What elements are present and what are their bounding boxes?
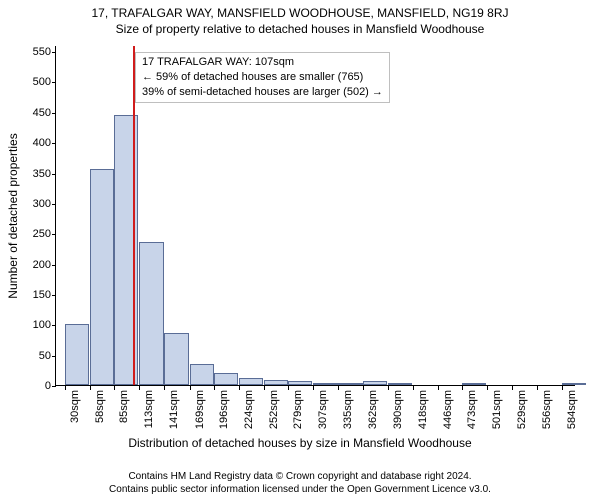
histogram-bar — [164, 333, 188, 385]
y-tick-label: 250 — [16, 228, 51, 240]
x-tick-label: 418sqm — [417, 390, 429, 429]
x-tick-mark — [487, 386, 488, 390]
histogram-bar — [214, 373, 238, 385]
y-tick-mark — [52, 143, 56, 144]
x-tick-mark — [388, 386, 389, 390]
histogram-bar — [264, 380, 288, 385]
y-tick-label: 450 — [16, 107, 51, 119]
x-tick-label: 58sqm — [94, 390, 106, 423]
histogram-bar — [338, 383, 362, 385]
histogram-bar — [363, 381, 387, 385]
histogram-bar — [139, 242, 163, 385]
x-tick-label: 224sqm — [243, 390, 255, 429]
x-tick-label: 141sqm — [168, 390, 180, 429]
x-tick-mark — [338, 386, 339, 390]
x-tick-mark — [90, 386, 91, 390]
y-tick-mark — [52, 356, 56, 357]
x-tick-label: 335sqm — [342, 390, 354, 429]
x-tick-mark — [537, 386, 538, 390]
x-tick-mark — [239, 386, 240, 390]
x-tick-mark — [512, 386, 513, 390]
x-tick-mark — [363, 386, 364, 390]
histogram-bar — [562, 383, 586, 385]
y-tick-mark — [52, 265, 56, 266]
x-tick-label: 169sqm — [194, 390, 206, 429]
y-axis-label: Number of detached properties — [6, 133, 20, 298]
x-tick-label: 390sqm — [392, 390, 404, 429]
y-tick-mark — [52, 174, 56, 175]
x-tick-label: 446sqm — [442, 390, 454, 429]
annot-line3: 39% of semi-detached houses are larger (… — [142, 85, 383, 100]
y-tick-mark — [52, 295, 56, 296]
histogram-bar — [288, 381, 312, 385]
y-tick-label: 100 — [16, 319, 51, 331]
y-tick-mark — [52, 204, 56, 205]
footer-line1: Contains HM Land Registry data © Crown c… — [0, 471, 600, 484]
x-tick-mark — [438, 386, 439, 390]
x-tick-mark — [190, 386, 191, 390]
x-axis-label: Distribution of detached houses by size … — [0, 436, 600, 450]
histogram-bar — [462, 383, 486, 385]
histogram-bar — [65, 324, 89, 385]
footer-line2: Contains public sector information licen… — [0, 484, 600, 497]
x-tick-mark — [462, 386, 463, 390]
histogram-bar — [239, 378, 263, 385]
y-tick-mark — [52, 386, 56, 387]
x-tick-mark — [288, 386, 289, 390]
x-tick-label: 113sqm — [143, 390, 155, 428]
chart-title: 17, TRAFALGAR WAY, MANSFIELD WOODHOUSE, … — [0, 0, 600, 20]
x-tick-label: 529sqm — [516, 390, 528, 429]
histogram-bar — [190, 364, 214, 385]
y-tick-label: 550 — [16, 46, 51, 58]
x-tick-mark — [214, 386, 215, 390]
x-tick-label: 501sqm — [491, 390, 503, 429]
x-tick-mark — [413, 386, 414, 390]
y-tick-mark — [52, 325, 56, 326]
x-tick-mark — [313, 386, 314, 390]
x-tick-mark — [164, 386, 165, 390]
histogram-bar — [313, 383, 337, 385]
x-tick-mark — [114, 386, 115, 390]
y-tick-label: 500 — [16, 76, 51, 88]
annot-line1: 17 TRAFALGAR WAY: 107sqm — [142, 55, 383, 70]
chart-container: 17, TRAFALGAR WAY, MANSFIELD WOODHOUSE, … — [0, 0, 600, 500]
chart-subtitle: Size of property relative to detached ho… — [0, 20, 600, 36]
y-tick-label: 400 — [16, 137, 51, 149]
y-tick-mark — [52, 52, 56, 53]
x-tick-mark — [264, 386, 265, 390]
x-tick-label: 584sqm — [566, 390, 578, 429]
y-tick-label: 350 — [16, 168, 51, 180]
x-tick-mark — [139, 386, 140, 390]
x-tick-label: 252sqm — [268, 390, 280, 429]
y-tick-label: 0 — [16, 380, 51, 392]
x-tick-label: 30sqm — [69, 390, 81, 423]
y-tick-label: 300 — [16, 198, 51, 210]
x-tick-label: 196sqm — [218, 390, 230, 429]
histogram-bar — [388, 383, 412, 385]
footer: Contains HM Land Registry data © Crown c… — [0, 471, 600, 496]
y-tick-mark — [52, 82, 56, 83]
y-tick-label: 200 — [16, 259, 51, 271]
x-tick-label: 307sqm — [317, 390, 329, 429]
y-tick-label: 150 — [16, 289, 51, 301]
x-tick-label: 473sqm — [466, 390, 478, 429]
x-tick-label: 362sqm — [367, 390, 379, 429]
plot-area: 05010015020025030035040045050055030sqm58… — [55, 46, 575, 386]
x-tick-label: 279sqm — [292, 390, 304, 429]
x-tick-label: 556sqm — [541, 390, 553, 429]
annotation-box: 17 TRAFALGAR WAY: 107sqm ← 59% of detach… — [135, 52, 390, 103]
x-tick-mark — [65, 386, 66, 390]
histogram-bar — [90, 169, 114, 385]
y-tick-mark — [52, 234, 56, 235]
x-tick-mark — [562, 386, 563, 390]
y-tick-mark — [52, 113, 56, 114]
y-tick-label: 50 — [16, 350, 51, 362]
annot-line2: ← 59% of detached houses are smaller (76… — [142, 70, 383, 85]
x-tick-label: 85sqm — [118, 390, 130, 423]
